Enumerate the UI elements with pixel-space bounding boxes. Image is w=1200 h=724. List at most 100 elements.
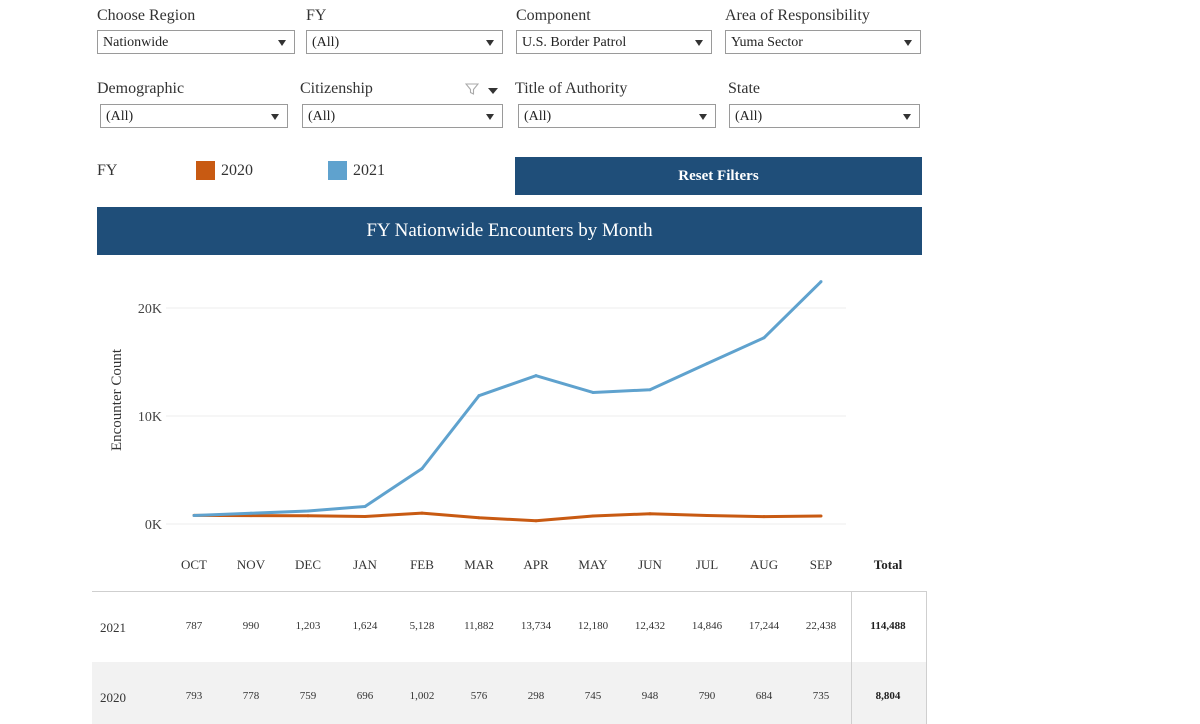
- table-cell: 1,203: [295, 620, 321, 632]
- state-select-value: (All): [735, 109, 763, 124]
- table-cell: 759: [299, 690, 317, 702]
- data-point-2021-jan[interactable]: [363, 504, 367, 508]
- chevron-down-icon: [486, 114, 494, 120]
- table-cell: 13,734: [520, 620, 552, 632]
- table-cell: 1,002: [409, 690, 435, 702]
- filter-state: State (All): [728, 80, 921, 130]
- table-right-border: [926, 592, 927, 724]
- authority-select[interactable]: (All): [518, 104, 716, 128]
- chart-series: [192, 280, 823, 523]
- series-line-2020[interactable]: [193, 511, 822, 523]
- chart-title: FY Nationwide Encounters by Month: [366, 220, 653, 241]
- data-point-2020-mar[interactable]: [477, 516, 481, 520]
- y-tick-label: 10K: [138, 410, 162, 425]
- data-point-2020-dec[interactable]: [306, 514, 310, 518]
- component-select[interactable]: U.S. Border Patrol: [516, 30, 712, 54]
- chevron-down-icon: [278, 40, 286, 46]
- data-point-2020-apr[interactable]: [534, 519, 538, 523]
- y-axis-ticks: 0K 10K 20K: [138, 302, 162, 533]
- data-point-2020-jul[interactable]: [705, 513, 709, 517]
- fy-select-value: (All): [312, 35, 340, 50]
- table-cell: 5,128: [409, 620, 435, 632]
- table-cell: 1,624: [352, 620, 378, 632]
- aor-select[interactable]: Yuma Sector: [725, 30, 921, 54]
- month-header-feb: FEB: [410, 557, 434, 572]
- table-cell: 14,846: [691, 620, 723, 632]
- data-point-2021-aug[interactable]: [762, 336, 766, 340]
- caret-down-icon[interactable]: [488, 88, 498, 94]
- data-point-2020-may[interactable]: [591, 514, 595, 518]
- legend-swatch-2020[interactable]: [196, 161, 215, 180]
- fy-select[interactable]: (All): [306, 30, 503, 54]
- table-row-2021: 2021: [92, 592, 927, 662]
- month-header-nov: NOV: [236, 557, 266, 572]
- month-header-apr: APR: [523, 557, 549, 572]
- table-cell: 696: [356, 690, 374, 702]
- data-point-2021-nov[interactable]: [249, 511, 253, 515]
- reset-filters-button[interactable]: Reset Filters: [515, 157, 922, 195]
- month-header-jan: JAN: [353, 557, 377, 572]
- filter-authority: Title of Authority (All): [515, 80, 717, 130]
- data-point-2020-jan[interactable]: [363, 514, 367, 518]
- filter-fy-label: FY: [306, 7, 327, 24]
- citizenship-select-value: (All): [308, 109, 336, 124]
- total-header: Total: [873, 557, 903, 572]
- table-cell: 11,882: [464, 620, 494, 632]
- chevron-down-icon: [904, 40, 912, 46]
- filter-region: Choose Region Nationwide: [97, 7, 295, 57]
- table-top-border: [92, 591, 927, 592]
- legend-title: FY: [97, 162, 118, 179]
- legend-label-2021[interactable]: 2021: [353, 162, 385, 179]
- data-point-2021-jul[interactable]: [705, 362, 709, 366]
- row-total-2021: 114,488: [870, 620, 906, 632]
- data-point-2020-feb[interactable]: [420, 511, 424, 515]
- filter-aor-label: Area of Responsibility: [725, 7, 870, 24]
- demographic-select-value: (All): [106, 109, 134, 124]
- y-tick-label: 20K: [138, 302, 162, 317]
- table-cell: 298: [527, 690, 545, 702]
- region-select[interactable]: Nationwide: [97, 30, 295, 54]
- table-cell: 12,432: [634, 620, 666, 632]
- demographic-select[interactable]: (All): [100, 104, 288, 128]
- table-cell: 787: [185, 620, 203, 632]
- table-cell: 17,244: [748, 620, 780, 632]
- row-total-2020: 8,804: [875, 690, 901, 702]
- month-header-jun: JUN: [638, 557, 662, 572]
- data-point-2021-jun[interactable]: [648, 388, 652, 392]
- filter-aor: Area of Responsibility Yuma Sector: [725, 7, 921, 57]
- filter-funnel-icon[interactable]: [465, 82, 479, 96]
- filter-citizenship: Citizenship (All): [300, 80, 503, 130]
- filter-demographic: Demographic (All): [97, 80, 289, 130]
- data-point-2020-sep[interactable]: [819, 514, 823, 518]
- data-point-2021-dec[interactable]: [306, 509, 310, 513]
- table-cell: 22,438: [805, 620, 837, 632]
- data-point-2020-nov[interactable]: [249, 514, 253, 518]
- data-point-2021-apr[interactable]: [534, 374, 538, 378]
- chart-gridlines: [166, 307, 846, 525]
- data-point-2021-oct[interactable]: [192, 514, 196, 518]
- authority-select-value: (All): [524, 109, 552, 124]
- table-cell: 990: [242, 620, 260, 632]
- month-header-oct: OCT: [181, 557, 207, 572]
- table-cell: 684: [755, 690, 773, 702]
- citizenship-select[interactable]: (All): [302, 104, 503, 128]
- data-point-2021-feb[interactable]: [420, 467, 424, 471]
- series-line-2021[interactable]: [193, 280, 823, 517]
- data-point-2020-aug[interactable]: [762, 515, 766, 519]
- month-header-aug: AUG: [749, 557, 779, 572]
- data-point-2020-jun[interactable]: [648, 512, 652, 516]
- chevron-down-icon: [486, 40, 494, 46]
- data-point-2021-sep[interactable]: [819, 280, 823, 284]
- legend-swatch-2021[interactable]: [328, 161, 347, 180]
- month-header-jul: JUL: [695, 557, 719, 572]
- month-header-dec: DEC: [295, 557, 321, 572]
- state-select[interactable]: (All): [729, 104, 920, 128]
- table-cell: 793: [185, 690, 203, 702]
- table-cell: 576: [470, 690, 488, 702]
- table-cell: 735: [812, 690, 830, 702]
- data-point-2021-may[interactable]: [591, 390, 595, 394]
- data-point-2021-mar[interactable]: [477, 394, 481, 398]
- legend-label-2020[interactable]: 2020: [221, 162, 253, 179]
- row-year-2021: 2021: [100, 620, 126, 635]
- chevron-down-icon: [903, 114, 911, 120]
